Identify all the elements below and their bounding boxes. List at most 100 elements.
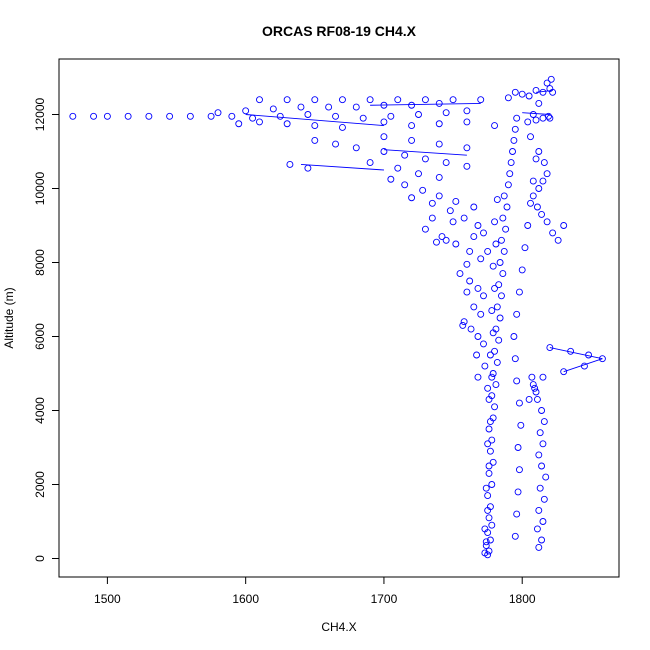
data-point [408,136,416,144]
data-point [283,96,291,104]
data-point [463,107,471,115]
data-point [486,351,494,359]
data-point [507,159,515,167]
data-point [463,118,471,126]
data-point [228,112,236,120]
data-point [518,266,526,274]
data-point [311,122,319,130]
data-point [311,96,319,104]
data-point [484,384,492,392]
line-segment [370,102,481,106]
data-point [598,355,606,363]
data-point [145,112,153,120]
data-point [463,260,471,268]
y-tick-label: 12000 [33,97,47,131]
line-segment [245,114,384,127]
data-point [325,103,333,111]
data-point [489,262,497,270]
data-point [90,112,98,120]
data-point [481,362,489,370]
data-point [539,518,547,525]
data-point [511,125,519,133]
data-point [521,244,529,252]
data-point [387,175,395,183]
x-tick-label: 1800 [509,592,536,606]
data-point [442,109,450,117]
data-point [567,347,575,355]
data-point [207,112,215,120]
data-point [480,229,487,237]
y-tick-label: 4000 [33,397,47,424]
data-point [408,194,416,202]
data-point [535,185,543,192]
data-point [540,418,548,426]
data-point [470,303,478,311]
data-point [529,177,537,185]
data-point [459,321,467,329]
data-point [560,368,568,376]
data-point [474,284,482,292]
data-point [467,325,475,333]
data-point [515,399,523,407]
data-point [470,203,478,211]
data-point [514,444,522,451]
data-point [477,310,485,318]
data-point [580,362,588,370]
data-point [495,281,503,289]
line-segment [300,164,384,171]
data-point [513,310,521,318]
data-point [554,236,562,244]
data-point [484,506,492,514]
data-point [539,440,547,448]
data-point [473,351,481,359]
data-point [482,538,490,546]
data-point [511,88,519,96]
y-tick-label: 8000 [33,249,47,276]
data-point [366,159,374,167]
data-point [538,407,546,414]
data-point [492,240,500,248]
data-point [493,358,501,366]
data-point [466,277,474,285]
data-point [276,112,284,120]
data-point [366,96,374,104]
data-point [415,111,422,118]
data-point [332,112,339,120]
data-point [511,532,519,540]
data-point [543,170,551,178]
data-point [452,197,460,205]
data-point [513,377,521,385]
data-point [495,336,503,344]
line-segment [563,358,603,373]
data-point [380,118,388,126]
y-tick-label: 6000 [33,323,47,350]
data-point [543,79,551,87]
data-point [401,181,409,189]
y-axis-label: Altitude (m) [2,287,16,348]
data-point [503,203,511,211]
data-point [380,101,388,109]
data-point [518,90,526,98]
x-tick-label: 1700 [371,592,398,606]
data-point [491,403,499,411]
data-point [435,140,443,148]
data-point [419,186,427,194]
data-point [442,236,450,244]
data-point [380,133,388,141]
data-point [283,120,291,128]
data-point [492,381,500,389]
data-point [485,462,493,470]
data-point [486,447,494,455]
plot-frame [58,58,620,578]
data-point [509,148,516,155]
data-point [394,96,402,104]
y-tick-label: 0 [33,555,47,562]
data-point [485,469,493,477]
data-point [533,395,541,403]
data-point [532,155,540,163]
data-point [124,112,132,120]
data-point [474,373,482,381]
line-segment [549,347,603,360]
data-point [463,288,471,296]
